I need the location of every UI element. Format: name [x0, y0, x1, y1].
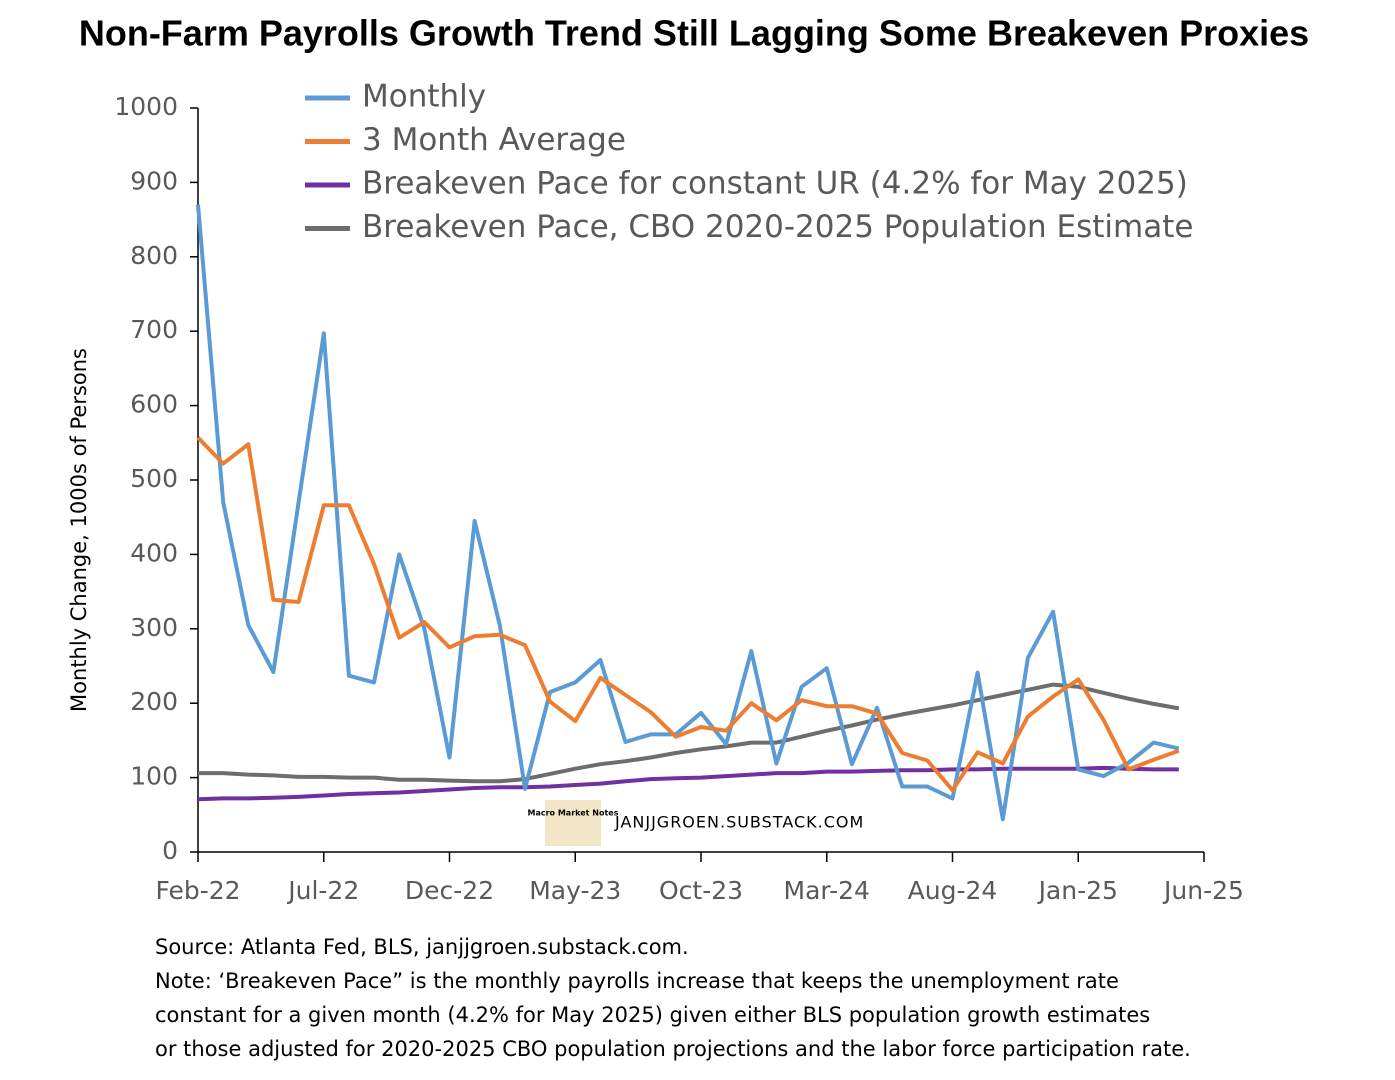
y-tick-label: 800	[130, 241, 178, 270]
y-tick-label: 0	[162, 836, 178, 865]
logo	[545, 800, 601, 846]
note: constant for a given month (4.2% for May…	[155, 1003, 1150, 1027]
y-tick-label: 900	[130, 166, 178, 195]
y-tick-label: 300	[130, 613, 178, 642]
y-tick-label: 100	[130, 762, 178, 791]
note: Source: Atlanta Fed, BLS, janjjgroen.sub…	[155, 935, 689, 959]
x-tick-label: Dec-22	[405, 876, 494, 905]
series-line	[197, 765, 1179, 802]
x-tick-label: Feb-22	[155, 876, 240, 905]
y-tick-label: 700	[130, 315, 178, 344]
legend-label: 3 Month Average	[362, 122, 626, 158]
x-tick-label: Aug-24	[908, 876, 998, 905]
x-tick-label: Jul-22	[286, 876, 359, 905]
x-tick-label: Jun-25	[1162, 876, 1244, 905]
y-tick-label: 1000	[114, 92, 178, 121]
legend-label: Breakeven Pace, CBO 2020-2025 Population…	[362, 209, 1193, 245]
x-tick-label: Oct-23	[659, 876, 743, 905]
legend-label: Monthly	[362, 79, 486, 115]
note: Note: ‘Breakeven Pace” is the monthly pa…	[155, 969, 1119, 993]
y-tick-label: 200	[130, 687, 178, 716]
x-tick-label: Mar-24	[784, 876, 870, 905]
note: or those adjusted for 2020-2025 CBO popu…	[155, 1037, 1191, 1061]
y-tick-label: 600	[130, 390, 178, 419]
series-line	[196, 436, 1180, 793]
watermark: JANJJGROEN.SUBSTACK.COM	[614, 813, 864, 832]
chart-title: Non-Farm Payrolls Growth Trend Still Lag…	[79, 13, 1309, 54]
y-axis-label: Monthly Change, 1000s of Persons	[67, 348, 91, 712]
series-line	[196, 204, 1180, 822]
x-tick-label: May-23	[529, 876, 621, 905]
legend-label: Breakeven Pace for constant UR (4.2% for…	[362, 166, 1188, 202]
logo-text: Macro Market Notes	[528, 809, 619, 818]
series-line	[198, 682, 1180, 784]
y-tick-label: 400	[130, 538, 178, 567]
x-tick-label: Jan-25	[1037, 876, 1118, 905]
y-tick-label: 500	[130, 464, 178, 493]
